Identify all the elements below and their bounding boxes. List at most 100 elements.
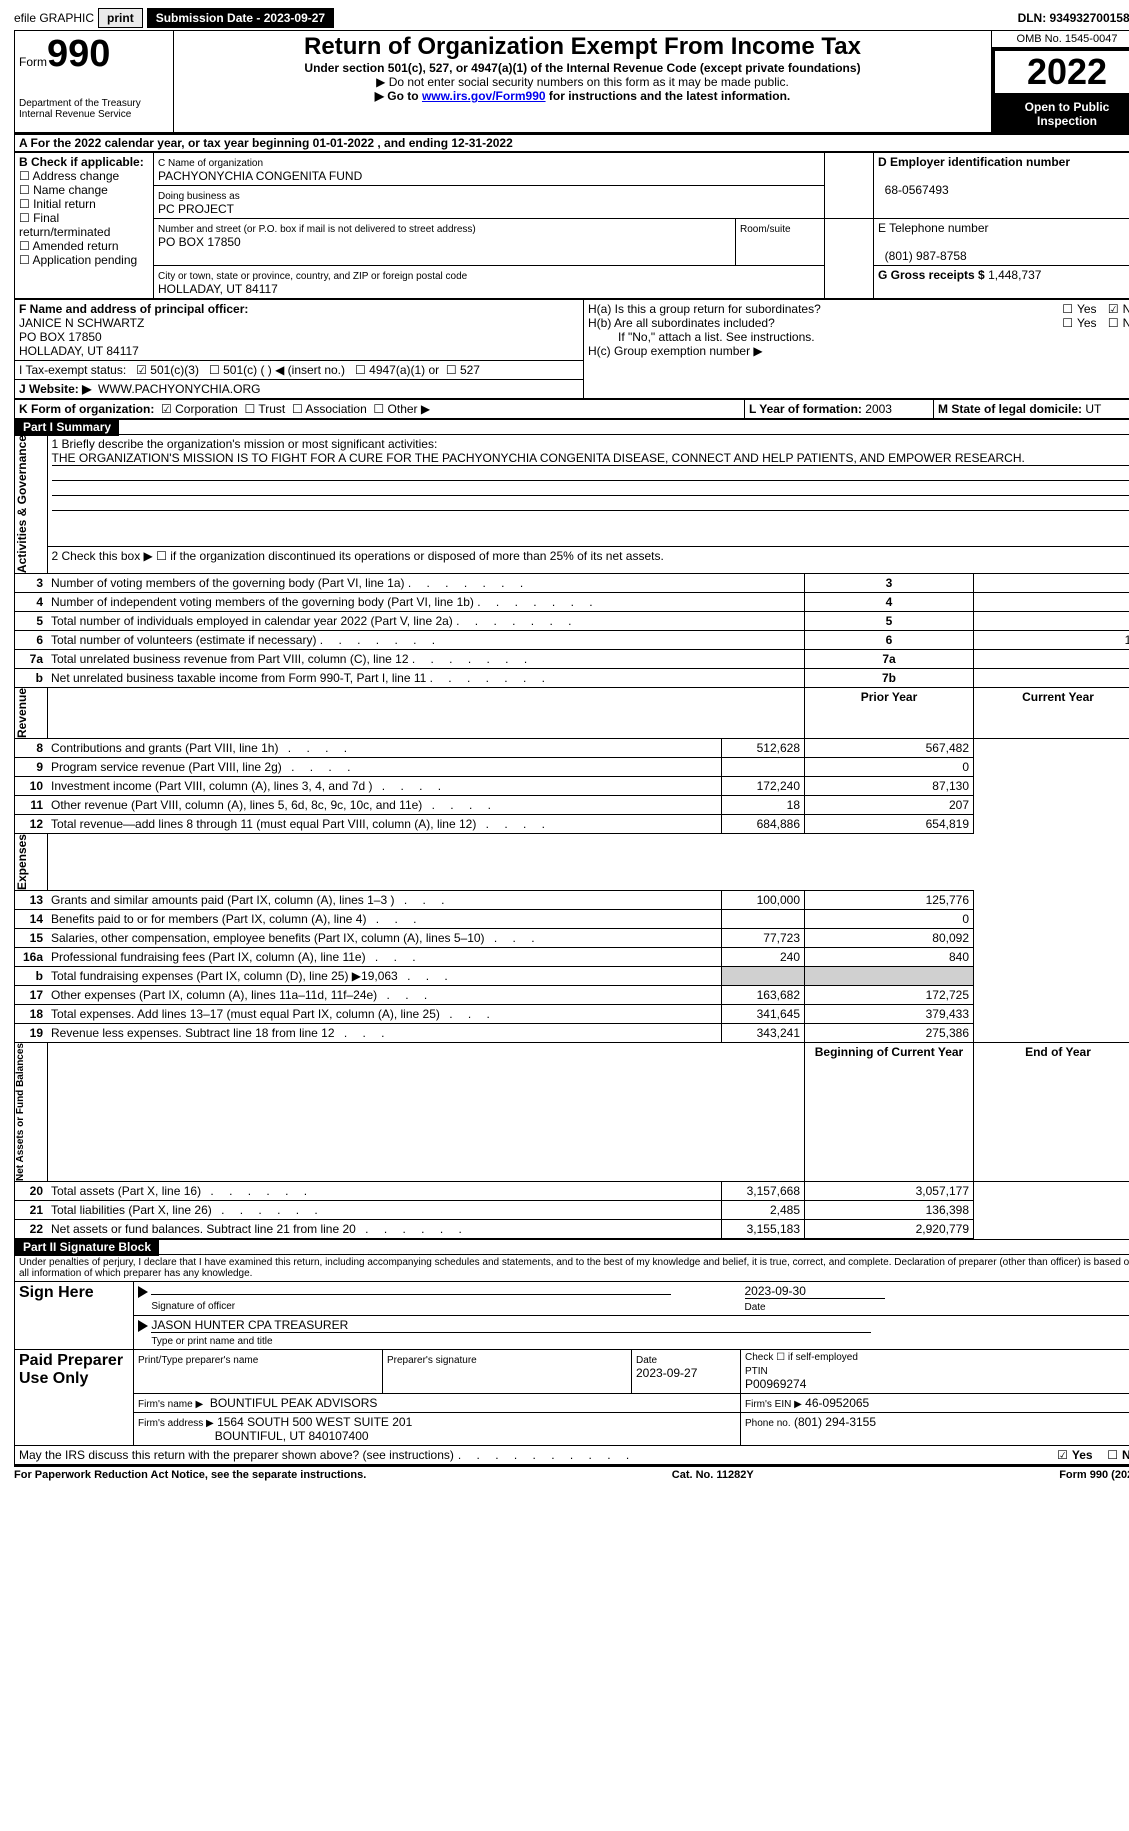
summary-row: 12 Total revenue—add lines 8 through 11 … — [15, 815, 1129, 834]
dba-value: PC PROJECT — [158, 202, 234, 216]
prep-date: 2023-09-27 — [636, 1366, 697, 1380]
topbar: efile GRAPHIC print Submission Date - 20… — [14, 8, 1129, 28]
part1-table: Part I Summary Activities & Governance 1… — [14, 419, 1129, 1239]
header-table: Form990 Department of the TreasuryIntern… — [14, 30, 1129, 135]
ha-yes: ☐ — [1062, 302, 1073, 316]
sig-arrow-icon — [138, 1320, 148, 1332]
firm-phone: (801) 294-3155 — [794, 1415, 876, 1429]
part2-table: Part II Signature Block Under penalties … — [14, 1239, 1129, 1467]
hb-no: ☐ — [1108, 316, 1119, 330]
ptin-value: P00969274 — [745, 1377, 806, 1391]
phone-value: (801) 987-8758 — [885, 249, 967, 263]
dept-label: Department of the TreasuryInternal Reven… — [19, 98, 169, 120]
hc-label: H(c) Group exemption number ▶ — [588, 344, 1129, 358]
box-g-label: G Gross receipts $ — [878, 268, 985, 282]
summary-row: 18 Total expenses. Add lines 13–17 (must… — [15, 1005, 1129, 1024]
footer-right: Form 990 (2022) — [1059, 1469, 1129, 1481]
open-inspection: Open to Public Inspection — [992, 96, 1129, 132]
firm-addr2: BOUNTIFUL, UT 840107400 — [215, 1429, 369, 1443]
boxb-checkbox[interactable]: ☐ — [19, 183, 30, 197]
mission-text: THE ORGANIZATION'S MISSION IS TO FIGHT F… — [52, 451, 1129, 466]
l2-text: 2 Check this box ▶ ☐ if the organization… — [47, 547, 1129, 574]
firm-name: BOUNTIFUL PEAK ADVISORS — [210, 1396, 378, 1410]
summary-row: 22 Net assets or fund balances. Subtract… — [15, 1220, 1129, 1239]
tax-status-row: I Tax-exempt status: ☑ 501(c)(3) ☐ 501(c… — [15, 361, 584, 380]
side-revenue: Revenue — [15, 688, 29, 738]
firm-ein: 46-0952065 — [805, 1396, 869, 1410]
summary-row: 14 Benefits paid to or for members (Part… — [15, 910, 1129, 929]
dba-label: Doing business as — [158, 191, 240, 202]
klm-block: K Form of organization: ☑ Corporation ☐ … — [14, 399, 1129, 419]
boxb-checkbox[interactable]: ☐ — [19, 239, 30, 253]
hdr-beginning: Beginning of Current Year — [805, 1043, 974, 1182]
side-netassets: Net Assets or Fund Balances — [15, 1043, 26, 1181]
website-label: J Website: ▶ — [19, 382, 91, 396]
tax-year: 2022 — [992, 48, 1129, 96]
entity-block: B Check if applicable: ☐ Address change☐… — [14, 152, 1129, 299]
date-label: Date — [745, 1302, 766, 1313]
box-e-label: E Telephone number — [878, 221, 989, 235]
footer-left: For Paperwork Reduction Act Notice, see … — [14, 1469, 366, 1481]
c3-check: ☑ — [136, 363, 147, 377]
state-domicile: UT — [1085, 402, 1101, 416]
summary-row: 3 Number of voting members of the govern… — [15, 574, 1129, 593]
box-b: B Check if applicable: ☐ Address change☐… — [15, 153, 154, 299]
sig-date: 2023-09-30 — [745, 1284, 885, 1299]
org-name: PACHYONYCHIA CONGENITA FUND — [158, 169, 362, 183]
form-subtitle: Under section 501(c), 527, or 4947(a)(1)… — [178, 61, 987, 75]
penalty-text: Under penalties of perjury, I declare th… — [15, 1255, 1129, 1282]
print-name-label: Type or print name and title — [151, 1336, 272, 1347]
print-button[interactable]: print — [98, 8, 143, 28]
firm-addr1: 1564 SOUTH 500 WEST SUITE 201 — [217, 1415, 412, 1429]
summary-row: 10 Investment income (Part VIII, column … — [15, 777, 1129, 796]
form-title: Return of Organization Exempt From Incom… — [178, 33, 987, 61]
discuss-no: ☐ — [1107, 1448, 1118, 1462]
summary-row: 20 Total assets (Part X, line 16) . . . … — [15, 1182, 1129, 1201]
irs-link[interactable]: www.irs.gov/Form990 — [422, 89, 546, 103]
officer-addr2: HOLLADAY, UT 84117 — [19, 344, 139, 358]
officer-block: F Name and address of principal officer:… — [14, 299, 1129, 399]
boxb-checkbox[interactable]: ☐ — [19, 169, 30, 183]
summary-row: 13 Grants and similar amounts paid (Part… — [15, 891, 1129, 910]
submission-date-button[interactable]: Submission Date - 2023-09-27 — [147, 8, 334, 28]
summary-row: b Net unrelated business taxable income … — [15, 669, 1129, 688]
sig-officer-label: Signature of officer — [151, 1301, 235, 1312]
summary-row: 17 Other expenses (Part IX, column (A), … — [15, 986, 1129, 1005]
paid-preparer-label: Paid Preparer Use Only — [15, 1350, 134, 1446]
boxb-checkbox[interactable]: ☐ — [19, 197, 30, 211]
ha-label: H(a) Is this a group return for subordin… — [588, 302, 1058, 316]
sig-arrow-icon — [138, 1286, 148, 1298]
corp-check: ☑ — [161, 402, 172, 416]
note-ssn: ▶ Do not enter social security numbers o… — [178, 75, 987, 89]
summary-row: 4 Number of independent voting members o… — [15, 593, 1129, 612]
officer-print-name: JASON HUNTER CPA TREASURER — [151, 1318, 871, 1333]
l1-label: 1 Briefly describe the organization's mi… — [52, 437, 438, 451]
summary-row: 16a Professional fundraising fees (Part … — [15, 948, 1129, 967]
side-expenses: Expenses — [15, 834, 29, 890]
summary-row: 15 Salaries, other compensation, employe… — [15, 929, 1129, 948]
page-footer: For Paperwork Reduction Act Notice, see … — [14, 1469, 1129, 1481]
summary-row: 6 Total number of volunteers (estimate i… — [15, 631, 1129, 650]
boxb-checkbox[interactable]: ☐ — [19, 211, 30, 225]
year-formation: 2003 — [865, 402, 892, 416]
room-label: Room/suite — [740, 224, 791, 235]
gross-receipts: 1,448,737 — [988, 268, 1041, 282]
summary-row: 11 Other revenue (Part VIII, column (A),… — [15, 796, 1129, 815]
city-label: City or town, state or province, country… — [158, 271, 467, 282]
summary-row: 7a Total unrelated business revenue from… — [15, 650, 1129, 669]
summary-row: 8 Contributions and grants (Part VIII, l… — [15, 739, 1129, 758]
officer-addr1: PO BOX 17850 — [19, 330, 102, 344]
boxb-checkbox[interactable]: ☐ — [19, 253, 30, 267]
box-f-label: F Name and address of principal officer: — [19, 302, 248, 316]
street-label: Number and street (or P.O. box if mail i… — [158, 224, 476, 235]
hb-note: If "No," attach a list. See instructions… — [588, 330, 1129, 344]
city-value: HOLLADAY, UT 84117 — [158, 282, 278, 296]
ha-no: ☑ — [1108, 302, 1119, 316]
form-word: Form — [19, 55, 47, 69]
efile-label: efile GRAPHIC — [14, 11, 94, 25]
footer-mid: Cat. No. 11282Y — [672, 1469, 754, 1481]
discuss-yes: ☑ — [1057, 1448, 1068, 1462]
sign-here-label: Sign Here — [15, 1282, 134, 1350]
summary-row: 9 Program service revenue (Part VIII, li… — [15, 758, 1129, 777]
form-number: 990 — [47, 33, 110, 75]
